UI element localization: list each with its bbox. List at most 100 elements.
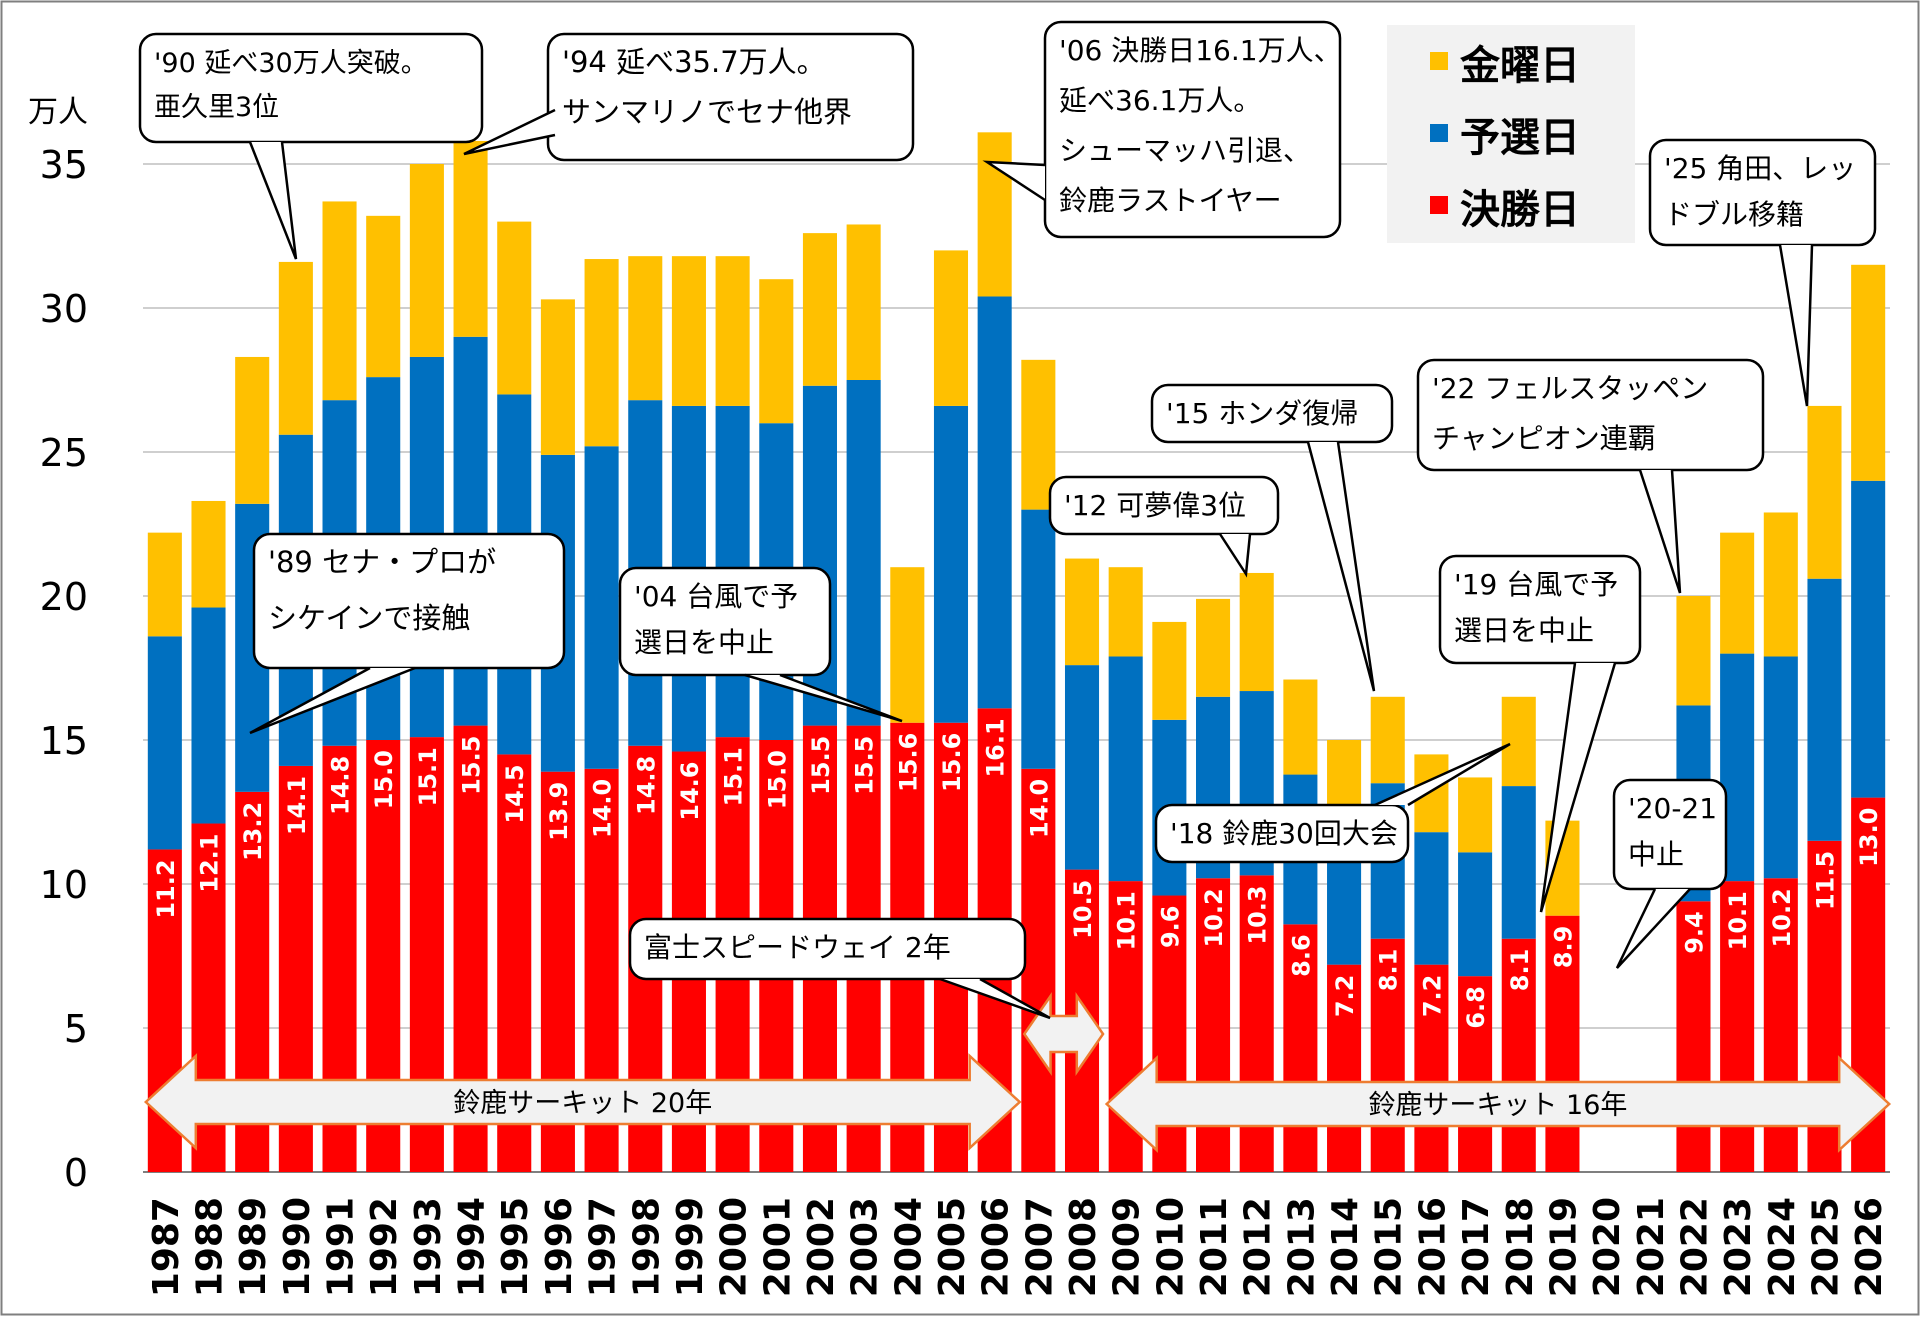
x-tick-label: 2026 xyxy=(1849,1197,1890,1297)
callout-text: '22 フェルスタッペン xyxy=(1432,372,1708,405)
x-tick-label: 2016 xyxy=(1412,1197,1453,1297)
callout-text: '12 可夢偉3位 xyxy=(1064,489,1246,522)
final-day-value-label: 14.8 xyxy=(327,756,355,815)
final-day-value-label: 10.2 xyxy=(1768,888,1796,947)
bar-qualifying-day xyxy=(1763,656,1798,879)
final-day-value-label: 15.0 xyxy=(763,750,791,809)
callout-text: シケインで接触 xyxy=(268,601,470,635)
bar-friday xyxy=(1283,679,1318,775)
callout-text: 選日を中止 xyxy=(1454,614,1594,647)
bar-friday xyxy=(191,500,226,608)
final-day-value-label: 8.9 xyxy=(1549,926,1577,969)
bar-friday xyxy=(1370,696,1405,784)
callout-text: '04 台風で予 xyxy=(634,580,798,613)
callout-tail xyxy=(1539,662,1617,913)
callout-a12: '12 可夢偉3位 xyxy=(1048,475,1280,578)
callout-box xyxy=(138,32,484,144)
bar-qualifying-day xyxy=(1108,656,1143,882)
data-labels: 11.2 12.1 13.2 14.1 14.8 15.0 15.1 15.5 14.5 13.9… xyxy=(152,718,1883,1028)
callout-a2021: '20-21 中止 xyxy=(1612,778,1728,969)
bar-friday xyxy=(1807,405,1842,579)
callout-text: 中止 xyxy=(1628,838,1684,871)
bar-qualifying-day xyxy=(1501,786,1536,939)
bar-friday xyxy=(1458,777,1493,853)
x-tick-label: 1987 xyxy=(146,1197,187,1297)
callout-text: '20-21 xyxy=(1628,792,1717,825)
final-day-value-label: 16.1 xyxy=(982,718,1010,777)
bar-qualifying-day xyxy=(1851,480,1886,798)
x-tick-label: 1996 xyxy=(539,1197,580,1297)
callout-a94: '94 延べ35.7万人。サンマリノでセナ他界 xyxy=(463,32,915,162)
bar-final-day xyxy=(1458,976,1493,1172)
x-tick-label: 2002 xyxy=(801,1197,842,1297)
y-tick-label: 5 xyxy=(64,1007,88,1051)
callout-text: '89 セナ・プロが xyxy=(268,545,496,579)
bar-friday xyxy=(1851,264,1886,481)
bar-qualifying-day xyxy=(846,380,881,726)
x-tick-label: 2011 xyxy=(1194,1197,1235,1297)
bar-friday xyxy=(322,201,357,401)
bar-final-day xyxy=(1370,938,1405,1172)
bar-friday xyxy=(540,299,575,455)
final-day-value-label: 10.5 xyxy=(1069,880,1097,939)
callout-box xyxy=(1648,138,1877,247)
x-tick-label: 2018 xyxy=(1500,1197,1541,1297)
callout-tail xyxy=(1615,888,1691,969)
final-day-value-label: 15.6 xyxy=(938,733,966,792)
callout-box xyxy=(546,32,915,162)
suzuka-period-arrow-2-label: 鈴鹿サーキット 16年 xyxy=(1368,1090,1627,1121)
x-tick-label: 1998 xyxy=(626,1197,667,1297)
bar-friday xyxy=(1720,532,1755,654)
callout-text: チャンピオン連覇 xyxy=(1432,422,1656,455)
bar-friday xyxy=(453,140,488,337)
suzuka-period-arrow-1-label: 鈴鹿サーキット 20年 xyxy=(453,1088,712,1119)
x-tick-label: 1990 xyxy=(277,1197,318,1297)
bar-qualifying-day xyxy=(933,405,969,723)
bar-friday xyxy=(584,259,619,447)
x-tick-label: 1997 xyxy=(583,1197,624,1297)
final-day-value-label: 13.9 xyxy=(545,782,573,841)
bar-friday xyxy=(497,221,532,395)
x-tick-label: 2022 xyxy=(1674,1197,1715,1297)
y-tick-label: 25 xyxy=(40,431,88,475)
legend-swatch xyxy=(1430,124,1448,142)
callout-box xyxy=(1150,383,1394,444)
callout-text: 延べ36.1万人。 xyxy=(1059,84,1261,117)
callout-box xyxy=(618,566,832,677)
x-tick-label: 1993 xyxy=(408,1197,449,1297)
bar-final-day xyxy=(1021,768,1056,1172)
legend-label: 金曜日 xyxy=(1459,43,1580,89)
callout-box xyxy=(1438,554,1642,665)
y-tick-label: 20 xyxy=(40,575,88,619)
bar-friday xyxy=(1152,621,1187,720)
callout-box xyxy=(1416,358,1765,472)
bar-friday xyxy=(715,256,750,406)
final-day-value-label: 15.5 xyxy=(458,736,486,795)
y-tick-label: 30 xyxy=(40,287,88,331)
bar-final-day xyxy=(1414,964,1449,1172)
legend-swatch xyxy=(1430,196,1448,214)
x-tick-label: 2024 xyxy=(1762,1197,1803,1297)
final-day-value-label: 7.2 xyxy=(1418,975,1446,1018)
final-day-value-label: 10.1 xyxy=(1724,891,1752,950)
x-tick-label: 1988 xyxy=(190,1197,231,1297)
final-day-value-label: 10.3 xyxy=(1244,885,1272,944)
bar-friday xyxy=(1064,558,1100,666)
y-tick-label: 35 xyxy=(40,143,88,187)
final-day-value-label: 12.1 xyxy=(196,834,224,893)
x-tick-label: 1989 xyxy=(233,1197,274,1297)
bar-qualifying-day xyxy=(977,296,1012,709)
bar-final-day xyxy=(1501,938,1536,1172)
callout-a06: '06 決勝日16.1万人、延べ36.1万人。シューマッハ引退、鈴鹿ラストイヤー xyxy=(982,20,1342,239)
x-tick-label: 2025 xyxy=(1805,1197,1846,1297)
callout-text: '19 台風で予 xyxy=(1454,568,1618,601)
bar-friday xyxy=(671,256,706,406)
x-tick-label: 2006 xyxy=(976,1197,1017,1297)
y-tick-label: 15 xyxy=(40,719,88,763)
bar-friday xyxy=(1763,512,1798,657)
